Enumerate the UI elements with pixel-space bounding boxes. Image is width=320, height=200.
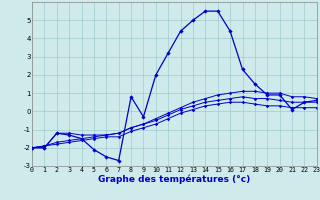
X-axis label: Graphe des températures (°c): Graphe des températures (°c) bbox=[98, 175, 251, 184]
